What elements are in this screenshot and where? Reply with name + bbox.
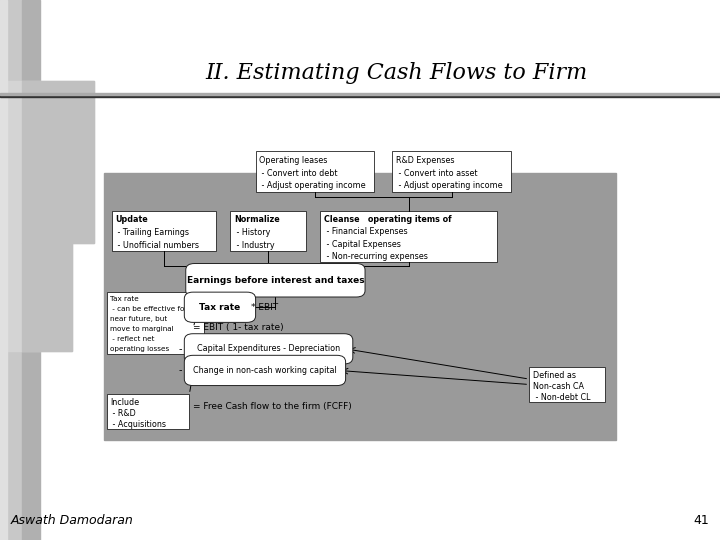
Text: Update: Update [115, 215, 148, 224]
Text: - can be effective for: - can be effective for [110, 306, 187, 312]
Text: - Convert into asset: - Convert into asset [396, 168, 477, 178]
Bar [22, 81, 94, 243]
Text: - Financial Expenses: - Financial Expenses [324, 227, 408, 237]
Text: - Unofficial numbers: - Unofficial numbers [115, 241, 199, 250]
Bar [104, 173, 616, 440]
Text: Earnings before interest and taxes: Earnings before interest and taxes [186, 276, 364, 285]
Bar [22, 0, 40, 540]
FancyBboxPatch shape [184, 292, 256, 322]
FancyBboxPatch shape [184, 334, 353, 364]
Text: - reflect net: - reflect net [110, 336, 155, 342]
Text: - Non-debt CL: - Non-debt CL [533, 393, 590, 402]
Text: Operating leases: Operating leases [259, 156, 328, 165]
Text: - Adjust operating income: - Adjust operating income [396, 181, 503, 191]
FancyBboxPatch shape [230, 211, 306, 251]
Text: - History: - History [234, 228, 271, 237]
Text: Change in non-cash working capital: Change in non-cash working capital [193, 366, 337, 375]
FancyBboxPatch shape [112, 211, 216, 251]
Text: = Free Cash flow to the firm (FCFF): = Free Cash flow to the firm (FCFF) [193, 402, 351, 410]
Text: Normalize: Normalize [234, 215, 280, 224]
Text: = EBIT ( 1- tax rate): = EBIT ( 1- tax rate) [193, 323, 284, 332]
Bar [0, 94, 720, 97]
Text: 41: 41 [693, 514, 709, 526]
Text: Include: Include [110, 398, 139, 407]
Text: - Industry: - Industry [234, 241, 274, 250]
Text: * EBIT: * EBIT [251, 303, 278, 312]
Text: - R&D: - R&D [110, 409, 136, 418]
Text: - Adjust operating income: - Adjust operating income [259, 181, 366, 191]
Text: - Acquisitions: - Acquisitions [110, 420, 166, 429]
Text: Tax rate: Tax rate [110, 296, 139, 302]
Bar [0, 243, 72, 351]
Text: near future, but: near future, but [110, 316, 168, 322]
Bar [0, 0, 22, 540]
Text: operating losses: operating losses [110, 346, 169, 352]
Text: Tax rate: Tax rate [199, 303, 240, 312]
Text: -: - [179, 366, 182, 375]
Text: R&D Expenses: R&D Expenses [396, 156, 454, 165]
Bar [22, 243, 72, 351]
Text: move to marginal: move to marginal [110, 326, 174, 332]
FancyBboxPatch shape [256, 151, 374, 192]
FancyBboxPatch shape [186, 264, 365, 297]
FancyBboxPatch shape [184, 355, 346, 386]
Text: - Capital Expenses: - Capital Expenses [324, 240, 401, 248]
Text: -: - [179, 344, 182, 354]
FancyBboxPatch shape [107, 292, 204, 354]
FancyBboxPatch shape [107, 394, 189, 429]
FancyBboxPatch shape [392, 151, 511, 192]
Bar [0, 0, 7, 540]
Text: - Convert into debt: - Convert into debt [259, 168, 338, 178]
Text: Aswath Damodaran: Aswath Damodaran [11, 514, 133, 526]
FancyBboxPatch shape [320, 211, 497, 262]
Bar [0, 93, 720, 94]
Text: - Trailing Earnings: - Trailing Earnings [115, 228, 189, 237]
Text: Capital Expenditures - Depreciation: Capital Expenditures - Depreciation [197, 345, 340, 353]
Text: Non-cash CA: Non-cash CA [533, 382, 584, 391]
Text: Cleanse   operating items of: Cleanse operating items of [324, 215, 451, 224]
Text: - Non-recurring expenses: - Non-recurring expenses [324, 252, 428, 261]
FancyBboxPatch shape [529, 367, 605, 402]
Text: Defined as: Defined as [533, 371, 576, 380]
Bar [0, 81, 94, 243]
Text: II. Estimating Cash Flows to Firm: II. Estimating Cash Flows to Firm [205, 62, 587, 84]
